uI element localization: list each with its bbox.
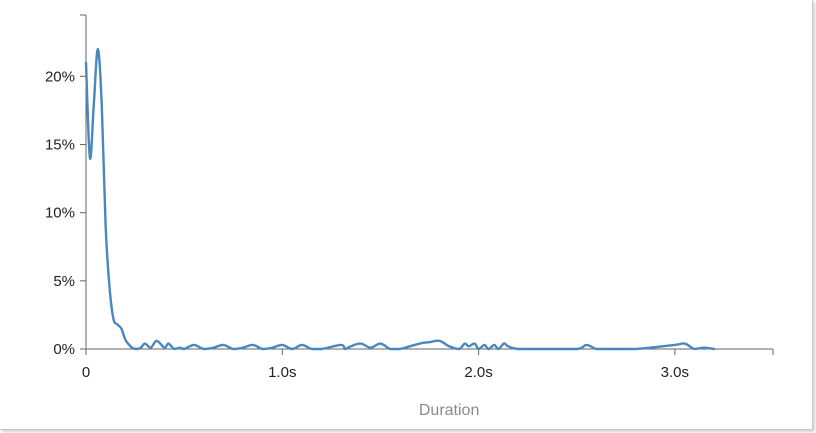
y-tick-label: 15% (45, 137, 75, 154)
x-tick-label: 3.0s (661, 364, 689, 381)
x-axis: 0 1.0s 2.0s 3.0s (82, 348, 774, 381)
x-tick-label: 0 (82, 364, 90, 381)
y-axis: 0% 5% 10% 15% 20% (45, 14, 87, 358)
series-line (84, 47, 716, 351)
y-tick-label: 20% (45, 68, 75, 85)
y-tick-label: 0% (53, 341, 75, 358)
x-axis-title: Duration (419, 402, 479, 419)
y-tick-label: 10% (45, 205, 75, 222)
y-tick-label: 5% (53, 273, 75, 290)
x-tick-label: 1.0s (268, 364, 296, 381)
series-group (84, 47, 716, 351)
x-tick-label: 2.0s (464, 364, 492, 381)
